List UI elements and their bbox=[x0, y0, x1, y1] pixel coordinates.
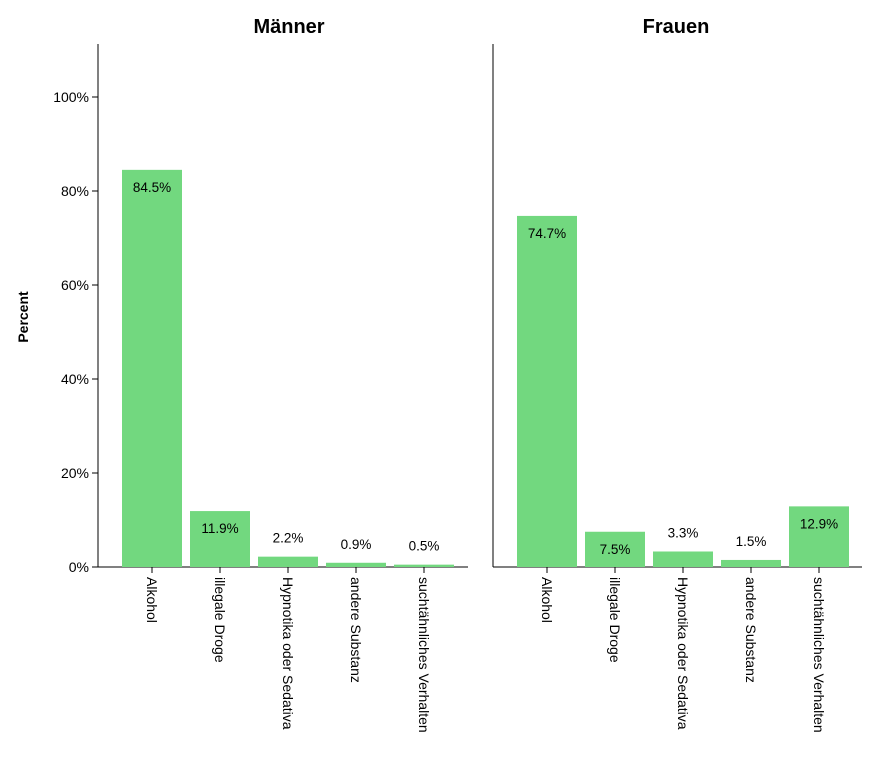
data-label: 84.5% bbox=[133, 180, 171, 195]
y-tick-label: 0% bbox=[69, 559, 89, 575]
bar bbox=[394, 564, 454, 567]
y-tick-label: 80% bbox=[61, 183, 89, 199]
panel-1: Männer 84.5% Alkohol 11.9% illegale Droge 2.2… bbox=[97, 16, 468, 733]
category-label: illegale Droge bbox=[607, 577, 623, 663]
panel-2: Frauen 74.7% Alkohol 7.5% illegale Droge 3.3%… bbox=[492, 16, 862, 733]
category-label: illegale Droge bbox=[212, 577, 228, 663]
y-axis: 0% 20% 40% 60% 80% 100% bbox=[53, 89, 98, 575]
category-label: Alkohol bbox=[539, 577, 555, 623]
category-label: andere Substanz bbox=[348, 577, 364, 683]
y-axis-title: Percent bbox=[15, 291, 31, 343]
data-label: 12.9% bbox=[800, 516, 838, 531]
category-label: Hypnotika oder Sedativa bbox=[675, 577, 691, 730]
data-label: 3.3% bbox=[668, 525, 699, 540]
y-tick-label: 40% bbox=[61, 371, 89, 387]
category-label: suchtähnliches Verhalten bbox=[416, 577, 432, 733]
chart-panels: Männer 84.5% Alkohol 11.9% illegale Droge 2.2… bbox=[97, 16, 862, 733]
y-tick-label: 100% bbox=[53, 89, 89, 105]
bar bbox=[517, 215, 577, 567]
data-label: 74.7% bbox=[528, 226, 566, 241]
bar bbox=[789, 506, 849, 567]
panel-title: Männer bbox=[253, 16, 324, 38]
data-label: 1.5% bbox=[736, 534, 767, 549]
bar bbox=[653, 551, 713, 567]
bar bbox=[122, 169, 182, 567]
data-label: 7.5% bbox=[600, 542, 631, 557]
data-label: 0.5% bbox=[409, 539, 440, 554]
bar bbox=[585, 531, 645, 567]
bar bbox=[190, 511, 250, 567]
panel-title: Frauen bbox=[643, 16, 710, 38]
bar bbox=[721, 559, 781, 567]
data-label: 11.9% bbox=[201, 521, 238, 536]
category-label: suchtähnliches Verhalten bbox=[811, 577, 827, 733]
data-label: 0.9% bbox=[341, 537, 372, 552]
y-tick-label: 20% bbox=[61, 465, 89, 481]
data-label: 2.2% bbox=[273, 531, 304, 546]
category-label: Hypnotika oder Sedativa bbox=[280, 577, 296, 730]
bar bbox=[326, 562, 386, 567]
category-label: Alkohol bbox=[144, 577, 160, 623]
bar bbox=[258, 556, 318, 567]
y-tick-label: 60% bbox=[61, 277, 89, 293]
category-label: andere Substanz bbox=[743, 577, 759, 683]
